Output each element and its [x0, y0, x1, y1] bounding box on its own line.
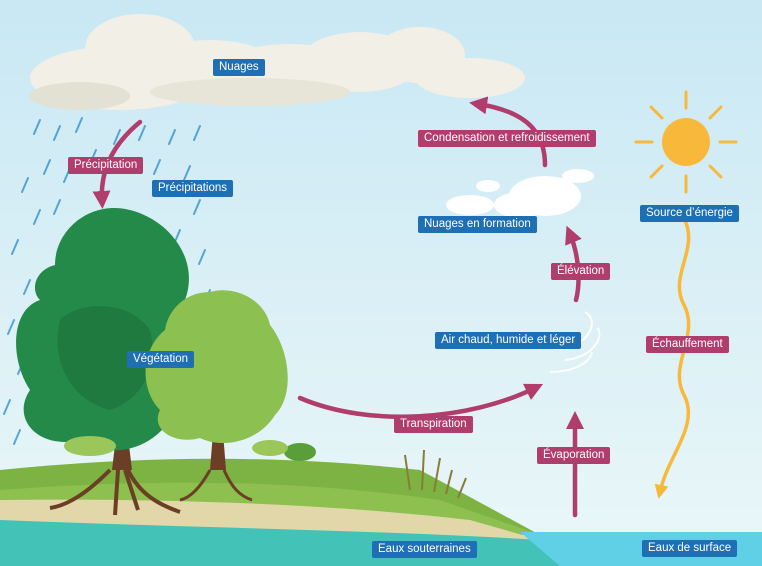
sun-icon: [634, 90, 738, 194]
label-nuages-formation: Nuages en formation: [418, 216, 537, 233]
tree-icon: [145, 290, 288, 502]
label-vegetation: Végétation: [127, 351, 194, 368]
label-eaux-souterraines: Eaux souterraines: [372, 541, 477, 558]
bush-icon: [64, 436, 316, 461]
label-source-energie: Source d’énergie: [640, 205, 739, 222]
label-evaporation: Évaporation: [537, 447, 611, 464]
label-condensation: Condensation et refroidissement: [418, 130, 596, 147]
cloud-icon: [446, 169, 594, 218]
label-elevation: Élévation: [551, 263, 611, 280]
precipitation-arrow: [92, 119, 143, 209]
condensation-arrow: [469, 96, 548, 168]
reeds-icon: [404, 449, 467, 499]
label-precipitation: Précipitation: [68, 157, 144, 174]
label-transpiration: Transpiration: [394, 416, 473, 433]
label-precipitations: Précipitations: [152, 180, 234, 197]
label-nuages: Nuages: [213, 59, 265, 76]
label-air-chaud: Air chaud, humide et léger: [435, 332, 582, 349]
label-echauffement: Échauffement: [646, 336, 729, 353]
cloud-icon: [30, 14, 525, 110]
label-eaux-surface: Eaux de surface: [642, 540, 738, 557]
